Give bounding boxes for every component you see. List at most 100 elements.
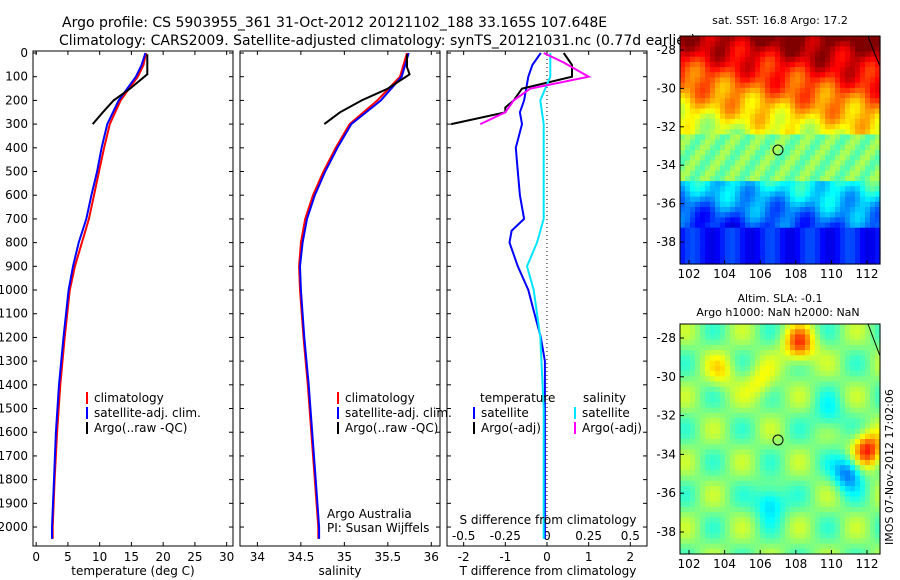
map-cell [820,170,826,177]
map-cell [845,512,851,519]
map-cell [745,67,751,73]
map-cell [870,227,876,234]
map-cell [870,258,876,265]
map-cell [810,480,816,487]
map-cell [750,344,756,351]
map-cell [770,344,776,351]
map-cell [850,222,856,229]
map-cell [825,124,831,130]
map-cell [705,459,711,466]
map-cell [870,67,876,73]
map-cell [725,371,731,377]
map-cell [700,165,706,172]
map-cell [840,360,846,367]
map-cell [835,238,841,244]
map-cell [825,134,831,141]
map-cell [775,181,781,187]
map-cell [710,491,716,498]
map-cell [760,423,766,430]
map-cell [805,155,811,161]
map-cell [770,433,776,440]
map-cell [680,512,686,519]
map-cell [840,238,846,244]
map-cell [800,533,806,539]
map-cell [690,381,696,388]
map-cell [850,191,856,198]
map-cell [695,118,701,125]
map-cell [845,118,851,125]
map-cell [745,428,751,435]
map-cell [745,386,751,393]
x-tick-label: 1 [585,550,593,564]
map-cell [740,444,746,451]
map-cell [830,355,836,362]
map-cell [815,397,821,404]
map-cell [695,103,701,110]
map-cell [720,506,726,513]
map-cell [785,475,791,482]
map-cell [835,201,841,208]
map-cell [865,243,871,250]
map-cell [720,248,726,255]
map-cell [700,238,706,244]
map-cell [855,548,861,555]
map-cell [790,480,796,487]
map-cell [860,124,866,130]
map-cell [845,113,851,120]
y-tick-label: 700 [5,212,28,226]
map-x-tick-label: 108 [784,267,807,281]
y-tick-label: 900 [5,259,28,273]
map-cell [800,253,806,260]
map-cell [830,365,836,372]
map-cell [745,339,751,346]
map-cell [770,355,776,362]
map-cell [685,113,691,120]
map-cell [760,217,766,224]
map-cell [855,465,861,471]
map-cell [750,248,756,255]
map-cell [740,433,746,440]
map-cell [690,496,696,503]
map-cell [770,491,776,498]
map-cell [825,371,831,377]
map-cell [785,165,791,172]
map-cell [725,397,731,404]
map-cell [695,391,701,398]
map-cell [715,113,721,120]
map-cell [835,165,841,172]
map-cell [695,51,701,58]
map-cell [860,334,866,341]
map-cell [870,150,876,156]
map-cell [770,470,776,477]
map-cell [820,77,826,84]
map-cell [740,428,746,435]
map-cell [735,475,741,482]
map-cell [735,449,741,456]
map-cell [800,512,806,519]
map-cell [735,391,741,398]
map-cell [725,186,731,193]
map-cell [730,196,736,203]
map-cell [860,428,866,435]
map-cell [800,150,806,156]
map-cell [745,118,751,125]
map-cell [705,491,711,498]
map-cell [810,444,816,451]
map-cell [760,36,766,42]
map-cell [865,238,871,244]
map-cell [830,207,836,213]
map-cell [705,360,711,367]
map-cell [865,212,871,218]
map-cell [810,243,816,250]
sst-map-ticks: 102 104 106 108 110 112-28-30-32-34-36-38 [656,43,878,281]
map-cell [795,548,801,555]
map-cell [715,365,721,372]
map-cell [840,181,846,187]
map-cell [760,480,766,487]
map-cell [810,253,816,260]
map-cell [785,449,791,456]
map-cell [825,139,831,146]
map-cell [875,444,881,451]
map-cell [845,103,851,110]
map-cell [710,360,716,367]
